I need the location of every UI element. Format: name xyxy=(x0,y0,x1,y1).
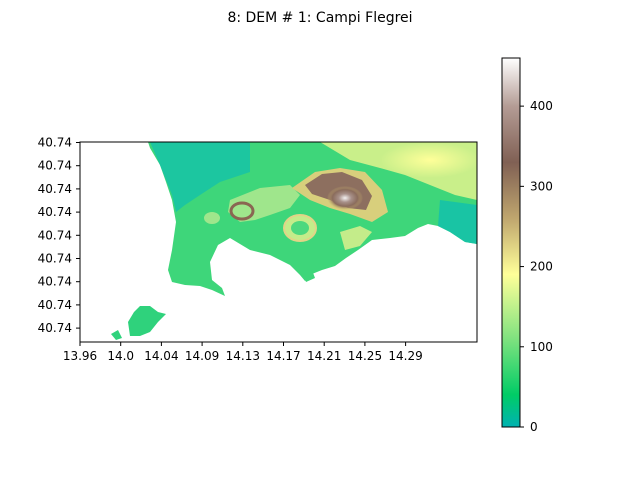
x-tick-label: 14.21 xyxy=(307,349,341,363)
x-tick-label: 14.17 xyxy=(266,349,300,363)
small-crater xyxy=(204,212,220,224)
chart-title: 8: DEM # 1: Campi Flegrei xyxy=(227,10,412,26)
peak-highlight xyxy=(327,186,363,210)
y-tick-label: 40.74 xyxy=(38,136,72,150)
colorbar-tick-label: 100 xyxy=(530,340,553,354)
colorbar-axis: 0 100 200 300 400 xyxy=(520,99,553,434)
y-tick-label: 40.74 xyxy=(38,298,72,312)
x-tick-label: 14.25 xyxy=(348,349,382,363)
colorbar-tick-label: 400 xyxy=(530,99,553,113)
y-tick-label: 40.74 xyxy=(38,182,72,196)
colorbar-tick-label: 0 xyxy=(530,420,538,434)
dem-image xyxy=(111,142,480,340)
x-tick-label: 14.13 xyxy=(226,349,260,363)
x-tick-label: 14.09 xyxy=(185,349,219,363)
x-tick-label: 14.29 xyxy=(388,349,422,363)
vivara-island xyxy=(111,330,122,340)
procida-island xyxy=(128,306,166,336)
y-tick-label: 40.74 xyxy=(38,321,72,335)
x-axis: 13.96 14.0 14.04 14.09 14.13 14.17 14.21 14.25 1… xyxy=(63,342,423,363)
x-tick-label: 14.04 xyxy=(144,349,178,363)
x-tick-label: 13.96 xyxy=(63,349,97,363)
colorbar-tick-label: 200 xyxy=(530,260,553,274)
y-tick-label: 40.74 xyxy=(38,275,72,289)
plateau-highlight xyxy=(380,142,480,178)
colorbar xyxy=(502,58,520,427)
y-tick-label: 40.74 xyxy=(38,159,72,173)
y-tick-label: 40.74 xyxy=(38,205,72,219)
y-tick-label: 40.74 xyxy=(38,228,72,242)
y-axis: 40.74 40.74 40.74 40.74 40.74 40.74 40.74 40.74… xyxy=(38,136,80,336)
y-tick-label: 40.74 xyxy=(38,252,72,266)
colorbar-tick-label: 300 xyxy=(530,179,553,193)
crater-floor xyxy=(291,221,309,235)
x-tick-label: 14.0 xyxy=(107,349,134,363)
east-coastal-lowland xyxy=(438,200,477,244)
